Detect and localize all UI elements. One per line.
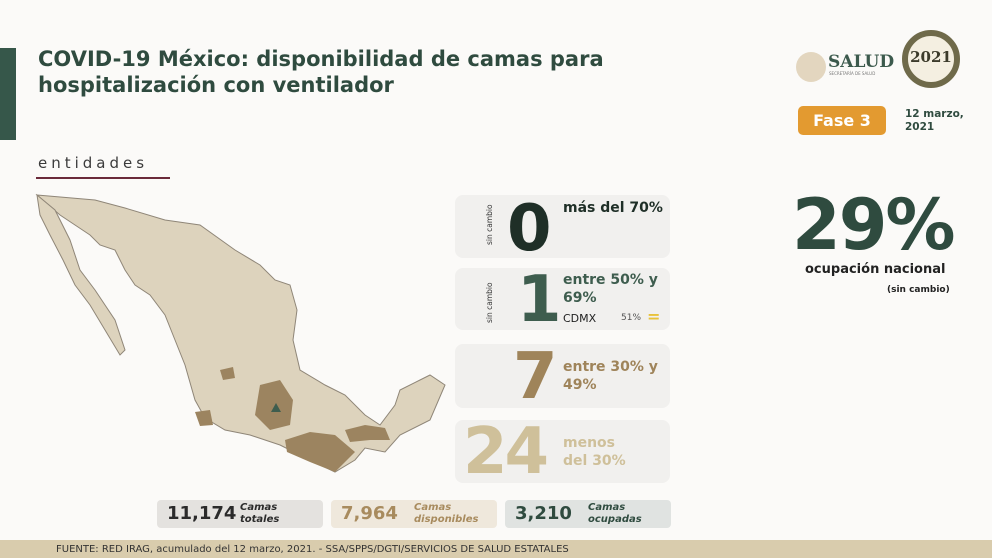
change-label: sin cambio — [485, 282, 494, 323]
category-count: 7 — [513, 340, 557, 414]
occupied-beds-box: 3,210 Camas ocupadas — [505, 500, 671, 528]
trend-equal-icon: = — [647, 307, 661, 326]
total-label: Camas totales — [240, 502, 280, 525]
report-date: 12 marzo, 2021 — [905, 108, 964, 133]
accent-bar — [0, 48, 16, 140]
page-title: COVID-19 México: disponibilidad de camas… — [38, 47, 604, 97]
total-value: 3,210 — [515, 503, 572, 524]
section-label: entidades — [38, 154, 149, 172]
total-label: Camas ocupadas — [588, 502, 642, 525]
category-count: 0 — [507, 192, 551, 266]
national-occupancy-value: 29% — [792, 184, 956, 266]
change-label: sin cambio — [485, 204, 494, 245]
category-card-30-49: 7 entre 30% y 49% — [455, 340, 670, 414]
state-name: CDMX — [563, 312, 597, 325]
category-card-50-69: sin cambio 1 entre 50% y 69% CDMX 51% = — [455, 263, 670, 337]
map-state-oaxaca — [285, 432, 355, 472]
category-count: 24 — [463, 415, 549, 489]
category-card-under-30: 24 menos del 30% — [455, 415, 670, 489]
source-footer: FUENTE: RED IRAG, acumulado del 12 marzo… — [0, 540, 992, 558]
salud-logo-sub: SECRETARÍA DE SALUD — [829, 71, 876, 76]
map-state-tabasco — [345, 425, 390, 442]
total-beds-box: 11,174 Camas totales — [157, 500, 323, 528]
category-label: menos del 30% — [563, 435, 626, 469]
year-2021-logo: 2021 — [902, 30, 960, 88]
available-beds-box: 7,964 Camas disponibles — [331, 500, 497, 528]
total-value: 7,964 — [341, 503, 398, 524]
map-state-center — [255, 380, 293, 430]
category-label: más del 70% — [563, 200, 663, 216]
salud-logo: SALUD — [828, 52, 895, 72]
mexico-map — [35, 193, 446, 473]
category-label: entre 50% y 69% — [563, 272, 658, 306]
mexico-seal-icon — [796, 52, 826, 82]
map-state-jalisco — [195, 410, 213, 426]
category-card-over-70: sin cambio 0 más del 70% — [455, 192, 670, 266]
category-count: 1 — [517, 263, 561, 337]
section-underline — [36, 177, 170, 179]
state-value: 51% — [621, 313, 642, 323]
map-mainland — [35, 194, 446, 473]
category-label: entre 30% y 49% — [563, 359, 658, 393]
map-state-zacatecas — [220, 367, 235, 380]
total-label: Camas disponibles — [414, 502, 479, 525]
phase-badge: Fase 3 — [798, 106, 886, 135]
map-baja — [36, 193, 126, 356]
national-occupancy-label: ocupación nacional — [805, 262, 946, 277]
national-change: (sin cambio) — [887, 285, 950, 295]
total-value: 11,174 — [167, 503, 237, 524]
map-cdmx — [271, 403, 281, 412]
